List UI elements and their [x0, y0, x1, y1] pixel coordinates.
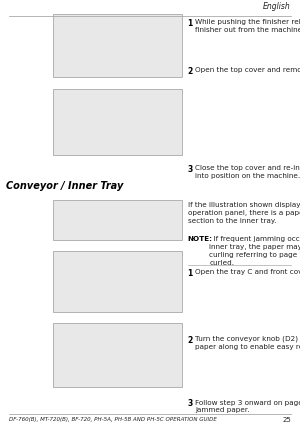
Text: Open the tray C and front cover.: Open the tray C and front cover. [195, 269, 300, 275]
Bar [52, 89, 182, 155]
Text: If the illustration shown displays on the machine's
operation panel, there is a : If the illustration shown displays on th… [188, 202, 300, 224]
Text: If frequent jamming occurs in the conveyor or
inner tray, the paper may be exces: If frequent jamming occurs in the convey… [209, 236, 300, 266]
Text: 2: 2 [188, 336, 193, 345]
Bar [52, 14, 182, 76]
Text: Turn the conveyor knob (D2) to the left to feed the
paper along to enable easy r: Turn the conveyor knob (D2) to the left … [195, 336, 300, 350]
Text: 1: 1 [188, 269, 193, 278]
Text: While pushing the finisher release lever, pull the
finisher out from the machine: While pushing the finisher release lever… [195, 19, 300, 33]
Bar [52, 200, 182, 240]
Text: Follow step 3 onward on page 22 to remove
jammed paper.: Follow step 3 onward on page 22 to remov… [195, 400, 300, 413]
Text: English: English [263, 3, 291, 11]
Text: 25: 25 [282, 416, 291, 422]
Text: DF-760(B), MT-720(B), BF-720, PH-5A, PH-5B AND PH-5C OPERATION GUIDE: DF-760(B), MT-720(B), BF-720, PH-5A, PH-… [9, 416, 217, 422]
Text: Conveyor / Inner Tray: Conveyor / Inner Tray [6, 181, 123, 191]
Text: 2: 2 [188, 67, 193, 76]
Text: NOTE:: NOTE: [188, 236, 212, 242]
Bar [52, 251, 182, 312]
Text: Open the top cover and remove the jammed paper.: Open the top cover and remove the jammed… [195, 67, 300, 73]
Text: 3: 3 [188, 400, 193, 408]
Text: 3: 3 [188, 165, 193, 174]
Bar [52, 323, 182, 387]
Text: Close the top cover and re-install the finisher back
into position on the machin: Close the top cover and re-install the f… [195, 165, 300, 178]
Text: 1: 1 [188, 19, 193, 28]
